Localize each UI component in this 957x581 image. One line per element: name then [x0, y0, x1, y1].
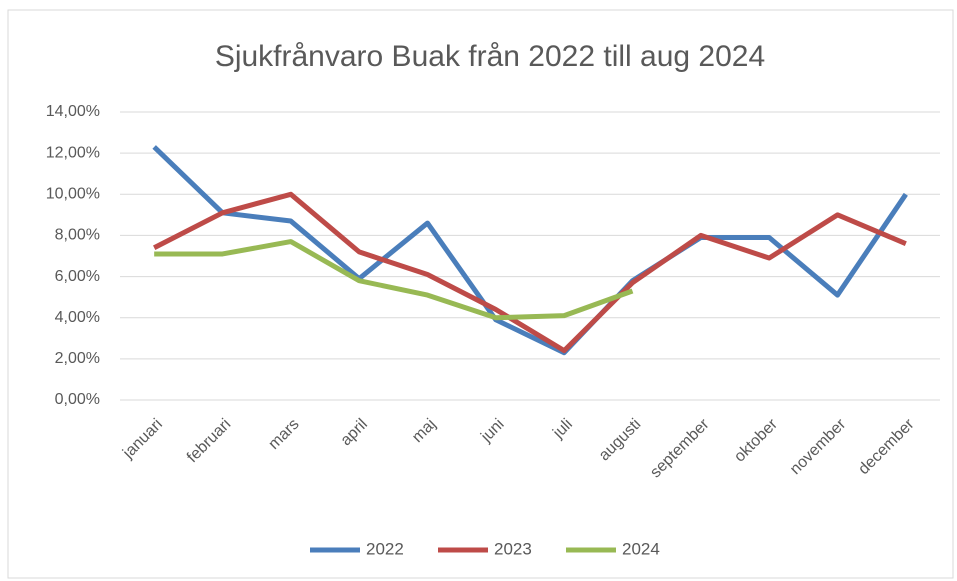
- line-series: [152, 145, 908, 356]
- y-tick-label: 10,00%: [46, 186, 100, 203]
- y-tick-label: 8,00%: [55, 227, 100, 244]
- y-tick-label: 14,00%: [46, 103, 100, 120]
- y-tick-label: 4,00%: [55, 309, 100, 326]
- legend-label: 2023: [494, 539, 532, 558]
- line-series: [154, 239, 634, 321]
- y-tick-label: 2,00%: [55, 350, 100, 367]
- chart-title: Sjukfrånvaro Buak från 2022 till aug 202…: [215, 40, 765, 73]
- y-tick-label: 12,00%: [46, 144, 100, 161]
- legend-label: 2022: [366, 539, 404, 558]
- legend-label: 2024: [622, 539, 660, 558]
- y-tick-label: 6,00%: [55, 268, 100, 285]
- line-series: [153, 191, 907, 354]
- y-tick-label: 0,00%: [55, 391, 100, 408]
